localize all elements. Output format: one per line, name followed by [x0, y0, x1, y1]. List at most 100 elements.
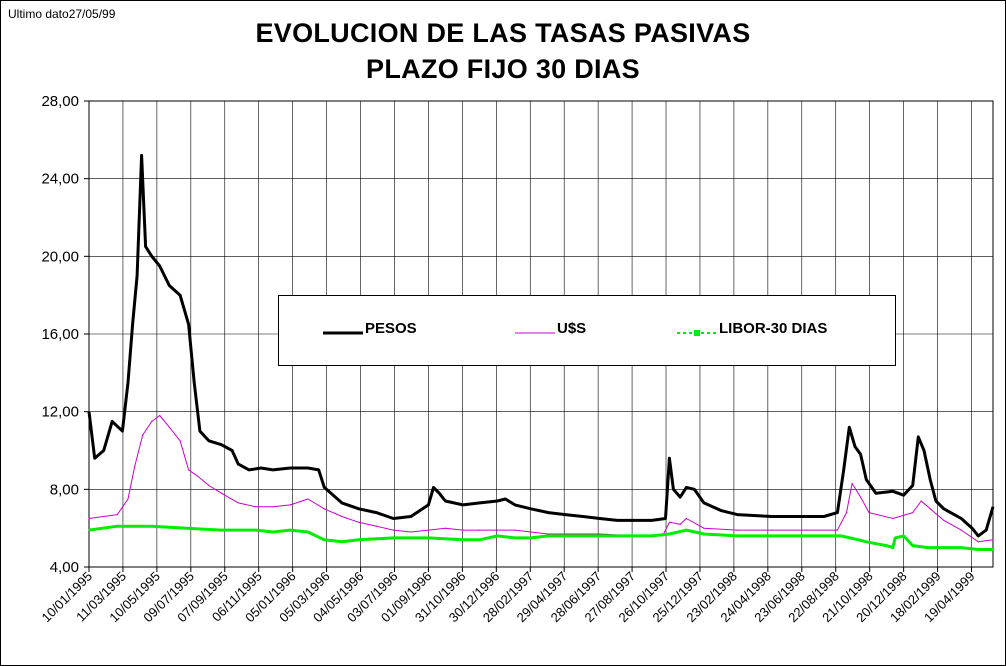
data-point [547, 511, 550, 514]
data-point [836, 529, 839, 531]
data-point [771, 529, 773, 531]
data-point [323, 486, 325, 488]
data-point [168, 284, 170, 287]
data-point [943, 508, 945, 510]
data-point [875, 492, 877, 494]
y-axis: 4,00 8,00 12,00 16,00 20,00 24,00 28,00 [41, 93, 89, 576]
data-point [892, 547, 894, 549]
data-point [237, 463, 239, 465]
data-point [358, 539, 360, 541]
data-point [427, 537, 429, 539]
legend-label-libor: LIBOR-30 DIAS [719, 320, 828, 337]
data-point [703, 533, 705, 535]
data-point [564, 533, 566, 535]
data-point [857, 539, 860, 541]
data-point [159, 414, 161, 417]
data-point [88, 517, 90, 520]
data-point [651, 535, 653, 537]
data-point [341, 515, 343, 518]
data-point [736, 529, 738, 531]
data-point [685, 486, 688, 488]
data-point [237, 502, 239, 504]
data-point [179, 440, 181, 442]
data-point [307, 531, 309, 533]
data-point [479, 529, 481, 531]
data-point [616, 519, 619, 522]
data-point [185, 527, 187, 529]
data-point [341, 502, 343, 504]
data-point [805, 515, 807, 518]
data-point [188, 323, 190, 325]
data-point [375, 511, 377, 514]
data-point [514, 537, 516, 539]
data-point [121, 430, 123, 432]
data-point [193, 381, 195, 384]
last-data-note: Ultimo dato27/05/99 [8, 7, 116, 21]
data-point [634, 519, 636, 522]
data-point [410, 531, 412, 533]
data-point [496, 500, 498, 502]
data-point [410, 515, 412, 518]
data-point [94, 457, 96, 459]
data-point [977, 548, 979, 551]
data-point [868, 511, 870, 514]
legend: PESOS U$S LIBOR-30 DIAS [278, 295, 896, 366]
data-point [179, 294, 181, 296]
data-point [358, 508, 360, 510]
data-point [875, 543, 877, 545]
data-point [805, 529, 807, 531]
data-point [496, 535, 498, 537]
data-point [845, 511, 848, 514]
data-point [992, 506, 994, 508]
data-point [196, 475, 198, 477]
data-point [358, 521, 360, 523]
data-point [272, 506, 274, 508]
y-tick-label: 16,00 [41, 326, 79, 343]
data-point [141, 154, 143, 156]
data-point [547, 533, 550, 535]
data-point [530, 531, 532, 533]
data-point [860, 453, 862, 455]
data-point [685, 517, 688, 520]
data-point [375, 525, 377, 527]
data-point [599, 517, 601, 520]
data-point [111, 420, 113, 422]
data-point [651, 519, 653, 522]
legend-swatch-usd [515, 332, 555, 334]
data-point [208, 484, 210, 487]
data-point [514, 529, 516, 531]
data-point [977, 535, 979, 537]
data-point [848, 426, 850, 428]
data-point [668, 521, 671, 523]
data-point [771, 535, 773, 537]
data-point [479, 502, 481, 504]
data-point [616, 535, 619, 537]
y-tick-label: 12,00 [41, 404, 79, 421]
data-point [685, 529, 688, 531]
data-point [851, 482, 853, 485]
data-point [836, 511, 839, 514]
y-tick-label: 20,00 [41, 248, 79, 265]
data-point [427, 529, 429, 531]
data-point [289, 467, 291, 469]
data-point [886, 545, 888, 547]
data-point [672, 488, 675, 490]
data-point [231, 449, 233, 452]
data-point [444, 500, 446, 502]
data-point [151, 525, 153, 527]
data-point [771, 515, 773, 518]
data-point [912, 545, 914, 547]
data-point [935, 500, 937, 502]
data-point [255, 529, 257, 531]
data-point [668, 533, 671, 535]
data-point [462, 504, 464, 506]
data-point [438, 492, 440, 494]
data-point [923, 449, 925, 452]
data-point [892, 517, 894, 520]
data-point [341, 541, 343, 543]
data-point [220, 492, 222, 494]
data-point [912, 511, 914, 514]
data-point [220, 529, 222, 531]
data-point [392, 517, 394, 520]
data-point [985, 529, 987, 531]
